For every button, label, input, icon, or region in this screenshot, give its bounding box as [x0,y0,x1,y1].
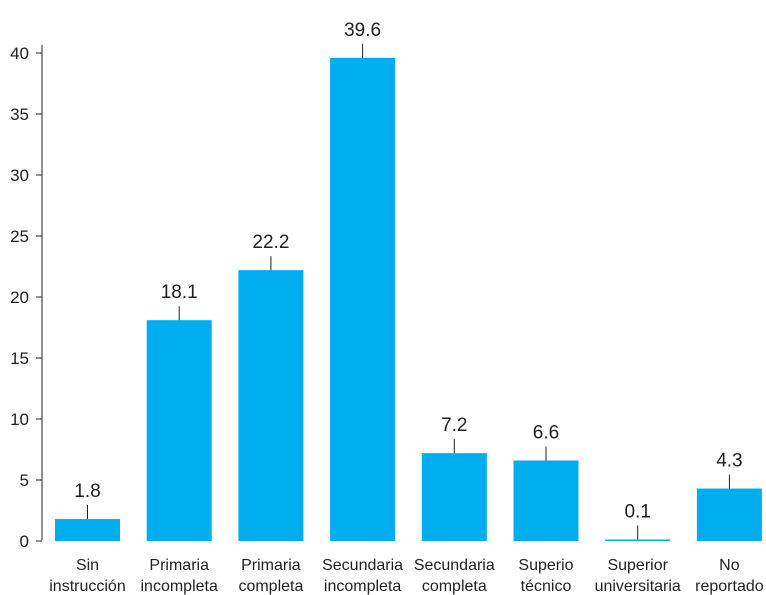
bar [513,460,579,541]
y-tick-label: 0 [20,532,29,551]
bars [55,57,762,541]
bar [330,57,396,541]
category-label: Sin instrucción [49,557,125,595]
category-label: Secundaria incompleta [322,557,403,595]
data-labels: 1.8 18.1 22.2 39.6 7.2 6.6 0.1 4.3 [74,20,743,540]
bar [421,453,487,541]
data-label: 1.8 [74,481,100,502]
y-tick-label: 5 [20,471,29,490]
data-label: 0.1 [624,502,650,523]
bar [238,270,304,541]
data-label: 7.2 [441,415,467,436]
data-label: 18.1 [161,282,198,303]
bar [696,488,762,541]
category-label: Primaria completa [238,557,303,595]
y-tick-label: 25 [10,227,29,246]
data-label: 22.2 [252,232,289,253]
y-tick-label: 10 [10,410,29,429]
y-tick-label: 35 [10,105,29,124]
category-label: Superio técnico [518,557,573,595]
y-tick-label: 40 [10,44,29,63]
y-tick-label: 30 [10,166,29,185]
category-label: Primaria incompleta [141,557,218,595]
category-label: No reportado [695,557,764,595]
bar [146,320,212,541]
category-labels: Sin instrucción Primaria incompleta Primaria… [49,557,763,595]
data-label: 39.6 [344,20,381,41]
category-label: Superior universitaria [595,557,681,595]
bar [605,539,671,541]
y-tick-label: 15 [10,349,29,368]
category-label: Secundaria completa [414,557,495,595]
data-label: 4.3 [716,451,742,472]
y-tick-label: 20 [10,288,29,307]
y-axis: 0 5 10 15 20 25 30 35 40 [10,44,43,551]
bar [55,519,120,541]
data-label: 6.6 [533,422,559,443]
